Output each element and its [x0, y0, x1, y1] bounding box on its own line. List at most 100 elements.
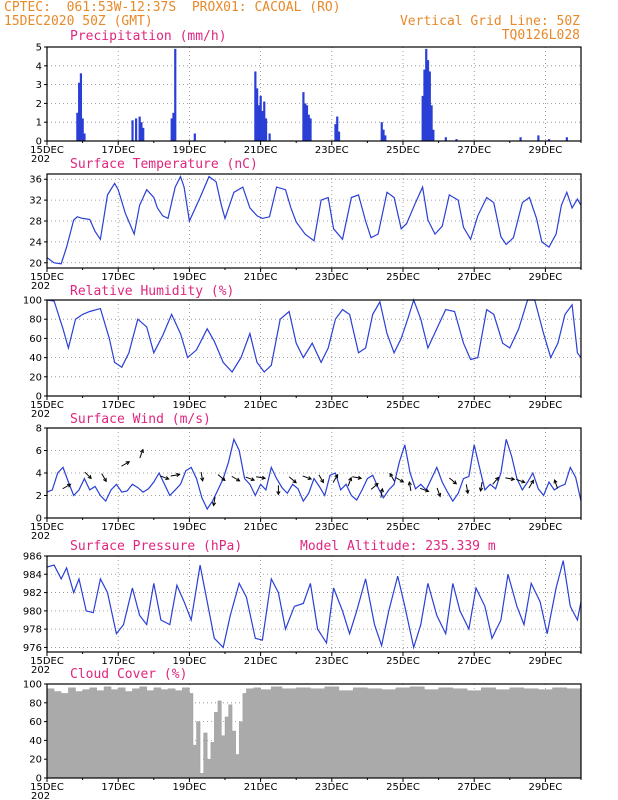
precip-xtick-label: 27DEC [457, 145, 491, 156]
precip-bar [382, 129, 385, 141]
rh-title: Relative Humidity (%) [70, 284, 234, 299]
temp-xtick-label: 17DEC [101, 272, 135, 283]
cloud-xtick-label: 15DEC [30, 782, 64, 793]
precip-bar [254, 71, 257, 141]
rh-xtick-label: 17DEC [101, 400, 135, 411]
wind-arrow [419, 487, 430, 493]
precip-bar [304, 103, 307, 141]
precip-bar [336, 116, 339, 141]
wind-xtick-label: 25DEC [386, 522, 420, 533]
wind-frame [46, 427, 582, 519]
wind-xtick-label: 21DEC [244, 522, 278, 533]
precip-ytick-label: 5 [36, 43, 42, 54]
cloud-xtick-label: 29DEC [529, 782, 563, 793]
temp-series-line [46, 175, 582, 265]
cloud-title: Cloud Cover (%) [70, 667, 187, 682]
pressure-ytick-label: 986 [23, 552, 42, 563]
precip-bar [131, 120, 134, 141]
precip-bar [423, 69, 426, 141]
temp-xtick-label: 23DEC [315, 272, 349, 283]
header-right-line1: Vertical Grid Line: 50Z [399, 14, 580, 29]
wind-ytick-label: 0 [36, 514, 42, 525]
precip-bar [519, 137, 522, 141]
wind-arrow [200, 471, 205, 482]
wind-arrow [370, 482, 379, 490]
wind-ytick-label: 4 [36, 469, 42, 480]
precip-ytick-label: 4 [36, 61, 42, 72]
cloud-area [46, 686, 582, 779]
rh-frame [46, 299, 582, 397]
wind-arrow [395, 477, 405, 483]
precip-bar [444, 137, 447, 141]
precip-title: Precipitation (mm/h) [70, 29, 227, 44]
temp-xtick-label: 15DEC [30, 272, 64, 283]
rh-xtick-label: 25DEC [386, 400, 420, 411]
temp-ytick-label: 32 [29, 196, 42, 207]
precip-bar [259, 95, 262, 141]
wind-arrow [465, 484, 470, 495]
cloud-xtick-label: 19DEC [173, 782, 207, 793]
precip-bar [432, 129, 435, 141]
wind-arrow [256, 475, 267, 480]
pressure-annotation: Model Altitude: 235.339 m [300, 539, 496, 554]
precip-bar [426, 60, 430, 141]
wind-title: Surface Wind (m/s) [70, 412, 211, 427]
wind-arrow [121, 461, 131, 467]
precip-bar [79, 73, 83, 141]
pressure-series-line [46, 560, 582, 650]
rh-xtick-label: 21DEC [244, 400, 278, 411]
rh-ytick-label: 20 [29, 372, 42, 383]
temp-frame [46, 173, 582, 269]
wind-arrow [101, 473, 107, 483]
pressure-title: Surface Pressure (hPa) [70, 539, 242, 554]
precip-bar [170, 118, 173, 141]
wind-arrow [528, 479, 534, 489]
rh-ytick-label: 100 [23, 296, 42, 307]
pressure-ytick-label: 976 [23, 643, 42, 654]
pressure-xtick-label: 17DEC [101, 656, 135, 667]
temp-xtick-label: 27DEC [457, 272, 491, 283]
precip-xtick-label: 25DEC [386, 145, 420, 156]
precip-ytick-label: 0 [36, 137, 42, 148]
precip-bar [309, 118, 312, 141]
wind-arrow [170, 472, 181, 478]
precip-bar [83, 133, 86, 141]
wind-xtick-label: 27DEC [457, 522, 491, 533]
header-left-line2: 15DEC2020 50Z (GMT) [4, 14, 153, 29]
precip-bar [565, 137, 568, 141]
wind-arrow [505, 476, 516, 481]
precip-bar [138, 116, 141, 141]
temp-ytick-label: 20 [29, 258, 42, 269]
header-left-line1: CPTEC: 061:53W-12:37S PROX01: CACOAL (RO… [4, 0, 341, 15]
precip-bar [302, 92, 305, 141]
precip-bar [455, 139, 458, 141]
wind-xtick-label: 19DEC [173, 522, 207, 533]
cloud-ytick-label: 60 [29, 717, 42, 728]
pressure-xtick-label: 23DEC [315, 656, 349, 667]
wind-xtick-label: 17DEC [101, 522, 135, 533]
precip-xtick-label: 23DEC [315, 145, 349, 156]
wind-arrow [352, 475, 363, 480]
temp-title: Surface Temperature (nC) [70, 157, 258, 172]
wind-arrow [62, 483, 72, 490]
precip-bar [305, 105, 309, 141]
precip-bar [430, 105, 433, 141]
rh-xtick-label: 19DEC [173, 400, 207, 411]
pressure-ytick-label: 984 [23, 570, 42, 581]
precip-bar [307, 114, 310, 141]
pressure-xtick-label: 29DEC [529, 656, 563, 667]
precip-bar [425, 48, 428, 141]
precip-bar [140, 122, 143, 141]
wind-arrow [302, 475, 313, 481]
cloud-xtick-label: 23DEC [315, 782, 349, 793]
cloud-ytick-label: 0 [36, 774, 42, 785]
wind-arrow [492, 476, 500, 485]
precip-xtick-label: 15DEC [30, 145, 64, 156]
rh-xtick-label: 15DEC [30, 400, 64, 411]
wind-arrow [478, 481, 484, 492]
wind-ytick-label: 8 [36, 424, 42, 435]
temp-xtick-label: 29DEC [529, 272, 563, 283]
precip-bar [193, 133, 196, 141]
rh-ytick-label: 80 [29, 315, 42, 326]
cloud-xtick-label: 17DEC [101, 782, 135, 793]
